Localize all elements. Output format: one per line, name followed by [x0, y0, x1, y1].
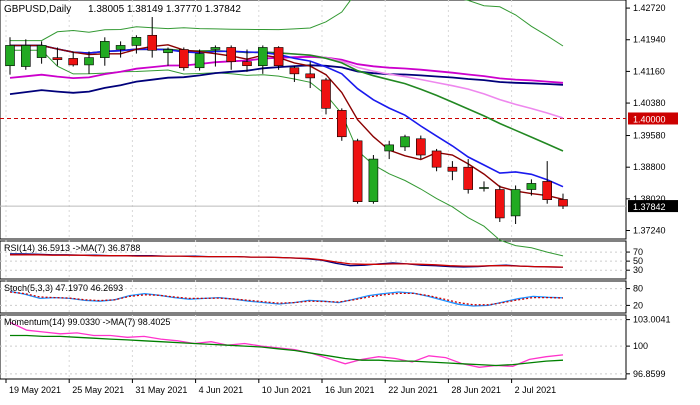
y-tick-label: 1.39580: [633, 131, 666, 141]
candle-body: [336, 110, 347, 138]
candle-body: [115, 45, 126, 50]
rsi-series-line: [10, 254, 564, 268]
candle-body: [20, 45, 31, 67]
rsi-y-tick-label: 50: [633, 256, 643, 266]
y-tick-label: 1.38020: [633, 194, 666, 204]
rsi-y-tick-label: 30: [633, 265, 643, 275]
ma-55-line: [9, 55, 564, 84]
x-tick-label: 16 Jun 2021: [325, 385, 375, 395]
candle-body: [447, 166, 458, 172]
candle-body: [52, 57, 63, 60]
candle-body: [305, 73, 316, 79]
grid-layer: [0, 0, 626, 379]
level-price-label: 1.40000: [633, 114, 666, 124]
momentum-panel: [0, 314, 627, 380]
upper-band-line: [10, 0, 564, 47]
momentum-series-line: [10, 334, 564, 367]
candle-body: [257, 47, 268, 67]
candle-body: [352, 140, 363, 202]
candle-body: [147, 34, 157, 51]
candle-body: [289, 67, 300, 75]
x-tick-label: 25 May 2021: [72, 385, 124, 395]
level-price-tag: [628, 112, 678, 125]
candle-body: [210, 47, 221, 50]
candle-body: [179, 49, 189, 69]
candle-body: [194, 53, 205, 69]
candle-body: [242, 61, 252, 67]
y-tick-label: 1.37240: [633, 226, 666, 236]
candle-body: [558, 199, 568, 207]
x-tick-label: 22 Jun 2021: [388, 385, 438, 395]
candle-body: [415, 138, 426, 156]
main-title: GBPUSD,Daily: [4, 4, 71, 15]
momentum-y-tick-label: 96.8599: [633, 369, 666, 379]
candle-body: [479, 187, 489, 189]
stoch-y-tick-label: 80: [633, 284, 643, 294]
candle-body: [494, 189, 505, 219]
candle-body: [321, 79, 331, 109]
candles-layer: [5, 17, 568, 225]
y-tick-label: 1.41940: [633, 35, 666, 45]
y-tick-label: 1.38800: [633, 162, 666, 172]
candle-body: [163, 49, 173, 54]
candle-body: [68, 58, 78, 66]
lower-band-line: [10, 49, 564, 257]
indicator-lines-layer: [9, 253, 564, 368]
candle-body: [36, 45, 47, 58]
x-tick-label: 19 May 2021: [9, 385, 61, 395]
candle-body: [510, 189, 521, 217]
y-tick-label: 1.40380: [633, 98, 666, 108]
stoch-series-line: [9, 291, 564, 306]
current-price-tag: [628, 200, 678, 213]
rsi-y-tick-label: 70: [633, 247, 643, 257]
candle-body: [400, 136, 410, 148]
candle-body: [5, 45, 15, 67]
axis-layer: 19 May 2021 25 May 2021 31 May 2021 4 Jun 2…: [5, 3, 678, 395]
x-tick-label: 10 Jun 2021: [262, 385, 312, 395]
rsi-title: RSI(14) 36.5913 ->MA(7) 36.8788: [4, 243, 140, 253]
momentum-y-tick-label: 100: [633, 341, 648, 351]
candle-body: [273, 47, 284, 67]
x-tick-label: 2 Jul 2021: [515, 385, 557, 395]
candle-body: [131, 37, 142, 46]
momentum-series-line: [9, 321, 564, 368]
x-tick-label: 28 Jun 2021: [451, 385, 501, 395]
current-price-label: 1.37842: [633, 202, 666, 212]
y-tick-label: 1.42720: [633, 3, 666, 13]
candle-body: [526, 183, 537, 190]
candle-body: [368, 158, 379, 202]
candle-body: [84, 57, 94, 66]
main-ohlc: 1.38005 1.38149 1.37770 1.37842: [88, 4, 241, 15]
x-tick-label: 4 Jun 2021: [199, 385, 244, 395]
long-ma-line: [9, 64, 564, 95]
stoch-panel: [0, 280, 627, 314]
candle-body: [226, 47, 236, 62]
candle-body: [100, 41, 110, 58]
x-tick-label: 31 May 2021: [135, 385, 187, 395]
candle-body: [431, 150, 442, 168]
momentum-y-tick-label: 103.0041: [633, 315, 671, 325]
stoch-title: Stoch(5,3,3) 47.1970 46.2693: [4, 283, 123, 293]
candle-body: [384, 144, 395, 152]
momentum-title: Momentum(14) 99.0330 ->MA(7) 98.4025: [4, 317, 170, 327]
candle-body: [463, 166, 474, 190]
y-tick-label: 1.41160: [633, 66, 665, 76]
main-panel: [0, 0, 627, 240]
candle-body: [542, 181, 553, 200]
stoch-y-tick-label: 20: [633, 300, 643, 310]
